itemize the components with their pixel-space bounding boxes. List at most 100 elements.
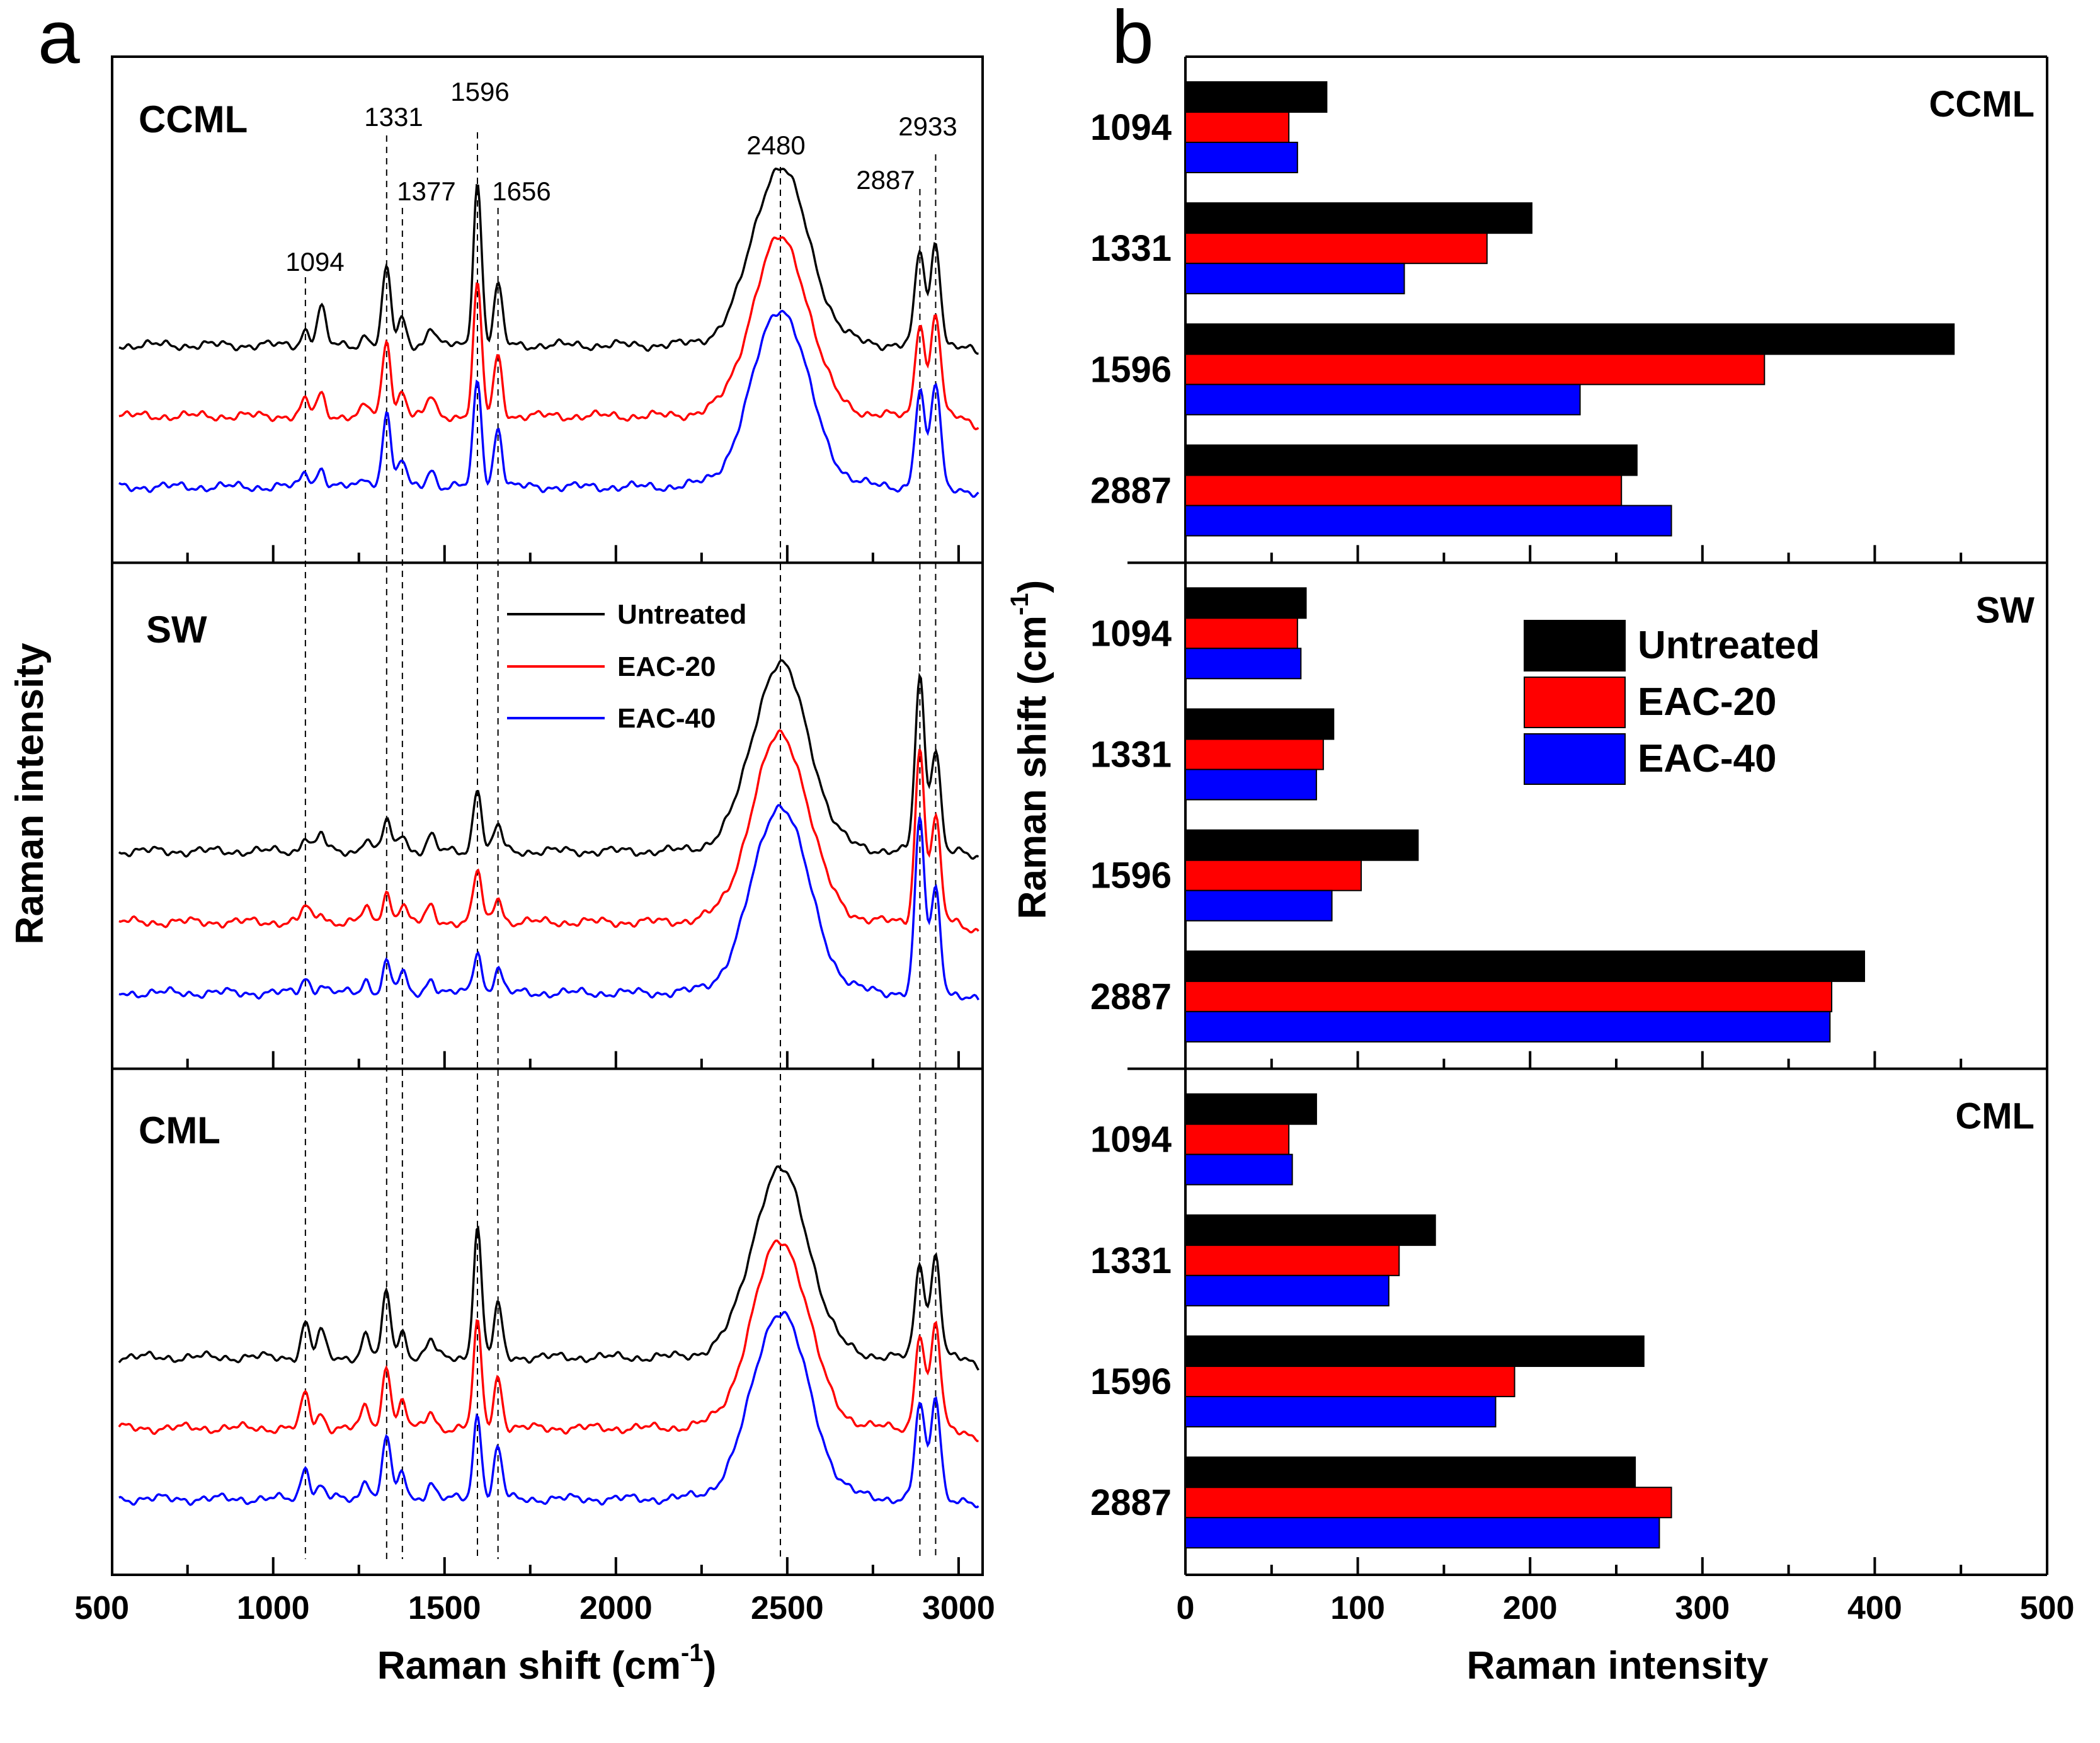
panel-b-xtick-label: 100 [1330,1590,1385,1626]
panel-b-category-label: 1331 [1090,1240,1172,1281]
panel-b-legend: Untreated EAC-20 EAC-40 [1524,620,1820,785]
bar-cml-2887-untreated [1185,1456,1636,1489]
legend-b-untreated-label: Untreated [1638,624,1820,667]
panel-b-category-label: 1331 [1090,228,1172,269]
panel-a-ylabel: Raman intensity [8,643,52,944]
bar-sw-1596-eac40 [1185,889,1333,922]
bar-sw-2887-eac20 [1185,980,1832,1012]
panel-b-xtick-label: 0 [1177,1590,1195,1626]
panel-b-group-title: CML [1955,1096,2034,1137]
panel-a-peak-label: 2887 [856,165,915,195]
bar-cml-1094-eac40 [1185,1153,1293,1186]
panel-a-peak-label: 2480 [746,130,805,160]
panel-a-xlabel-sup: -1 [681,1639,704,1667]
bar-sw-1094-untreated [1185,587,1307,619]
panel-a-plot: 500 1000 1500 2000 2500 3000 1094 1331 1377 1596 1… [74,55,995,1626]
bar-cml-2887-eac40 [1185,1517,1660,1549]
bar-sw-1596-eac20 [1185,859,1362,891]
panel-b-category-label: 1596 [1090,1361,1172,1402]
panel-a-xlabel-close: ) [704,1644,717,1688]
bar-ccml-2887-eac40 [1185,505,1672,537]
bar-cml-1331-eac20 [1185,1244,1400,1276]
panel-a-label: a [38,0,80,79]
panel-b-xtick-label: 400 [1847,1590,1902,1626]
bar-ccml-1094-eac20 [1185,111,1290,143]
panel-a-peak-label: 1377 [397,176,455,206]
panel-a-xtick-label: 500 [74,1590,129,1626]
panel-b-xtick-label: 500 [2020,1590,2075,1626]
legend-a-untreated-label: Untreated [617,599,746,630]
panel-b-plot: 0 100 200 300 400 500 CCML 1094 1331 1596 2887 SW 10… [1090,55,2075,1626]
panel-a-frame [111,55,984,1576]
panel-b-category-label: 2887 [1090,471,1172,511]
bar-sw-2887-untreated [1185,950,1865,982]
panel-a-xtick-label: 1000 [237,1590,310,1626]
spectrum-cml-untreated [118,1165,979,1371]
legend-a-eac40-label: EAC-40 [617,703,716,734]
panel-b-xtick-label: 300 [1675,1590,1730,1626]
spectrum-sw-eac40 [118,804,980,1001]
bar-sw-1094-eac20 [1185,617,1298,649]
spectrum-ccml-eac40 [118,309,979,498]
panel-b-category-label: 1094 [1090,1119,1172,1160]
bar-cml-1596-eac40 [1185,1396,1497,1428]
panel-b-ylabel-sup: -1 [1006,593,1034,615]
bar-cml-1094-untreated [1185,1093,1317,1125]
bar-ccml-1331-eac40 [1185,263,1405,295]
bar-ccml-1596-eac20 [1185,353,1766,386]
panel-a-legend: Untreated EAC-20 EAC-40 [507,599,746,734]
bar-cml-2887-eac20 [1185,1487,1672,1519]
bar-sw-1596-untreated [1185,829,1419,861]
legend-b-eac40-swatch [1524,733,1626,785]
spectrum-cml-eac40 [118,1311,979,1509]
panel-a-xtick-label: 3000 [922,1590,995,1626]
panel-a-xtick-label: 2000 [579,1590,653,1626]
bar-ccml-1331-untreated [1185,202,1532,234]
spectrum-cml-eac20 [118,1239,979,1443]
panel-a-peak-label: 1656 [492,176,551,206]
bar-ccml-1596-eac40 [1185,384,1581,416]
bar-cml-1331-untreated [1185,1214,1436,1246]
panel-a-peak-label: 1094 [285,247,344,277]
panel-a-peak-label: 1596 [450,77,509,106]
panel-a-peak-label: 2933 [898,111,957,141]
panel-b-category-label: 2887 [1090,1482,1172,1523]
panel-b-group-title: SW [1976,590,2035,631]
spectrum-ccml-eac20 [118,236,979,431]
panel-a-peak-label: 1331 [364,102,423,132]
legend-a-eac20-label: EAC-20 [617,651,716,682]
panel-b-ylabel-main: Raman shift (cm [1011,615,1054,919]
bar-ccml-2887-eac20 [1185,474,1623,506]
legend-b-eac20-swatch [1524,677,1626,728]
panel-b-group-title: CCML [1929,84,2034,125]
bar-ccml-1331-eac20 [1185,232,1488,265]
bar-sw-1331-eac20 [1185,738,1324,770]
bar-ccml-1094-eac40 [1185,142,1298,173]
bar-sw-1094-eac40 [1185,648,1302,680]
spectrum-sw-untreated [118,659,979,860]
bar-ccml-2887-untreated [1185,444,1638,476]
panel-a-xlabel: Raman shift (cm-1) [377,1639,717,1688]
panel-a-xtick-label: 1500 [408,1590,481,1626]
spectrum-sw-eac20 [118,729,979,934]
bar-ccml-1094-untreated [1185,81,1328,113]
panel-b-ylabel-close: ) [1011,580,1054,593]
panel-b-ylabel: Raman shift (cm-1) [1006,580,1054,920]
bar-sw-1331-untreated [1185,708,1335,740]
panel-b-label: b [1112,0,1154,79]
bar-ccml-1596-untreated [1185,323,1955,355]
panel-a-subplot-title: CCML [139,98,248,140]
panel-a-xtick-label: 2500 [751,1590,824,1626]
spectrum-ccml-untreated [118,168,979,355]
bar-sw-2887-eac40 [1185,1010,1831,1043]
panel-b-category-label: 1094 [1090,107,1172,148]
panel-b-xlabel: Raman intensity [1467,1644,1769,1688]
bar-cml-1094-eac20 [1185,1123,1290,1155]
panel-b-category-label: 1596 [1090,855,1172,896]
panel-b-category-label: 1094 [1090,613,1172,654]
panel-b-category-label: 1596 [1090,349,1172,390]
bar-sw-1331-eac40 [1185,769,1317,801]
legend-b-eac20-label: EAC-20 [1638,680,1777,724]
panel-b-category-label: 1331 [1090,734,1172,775]
